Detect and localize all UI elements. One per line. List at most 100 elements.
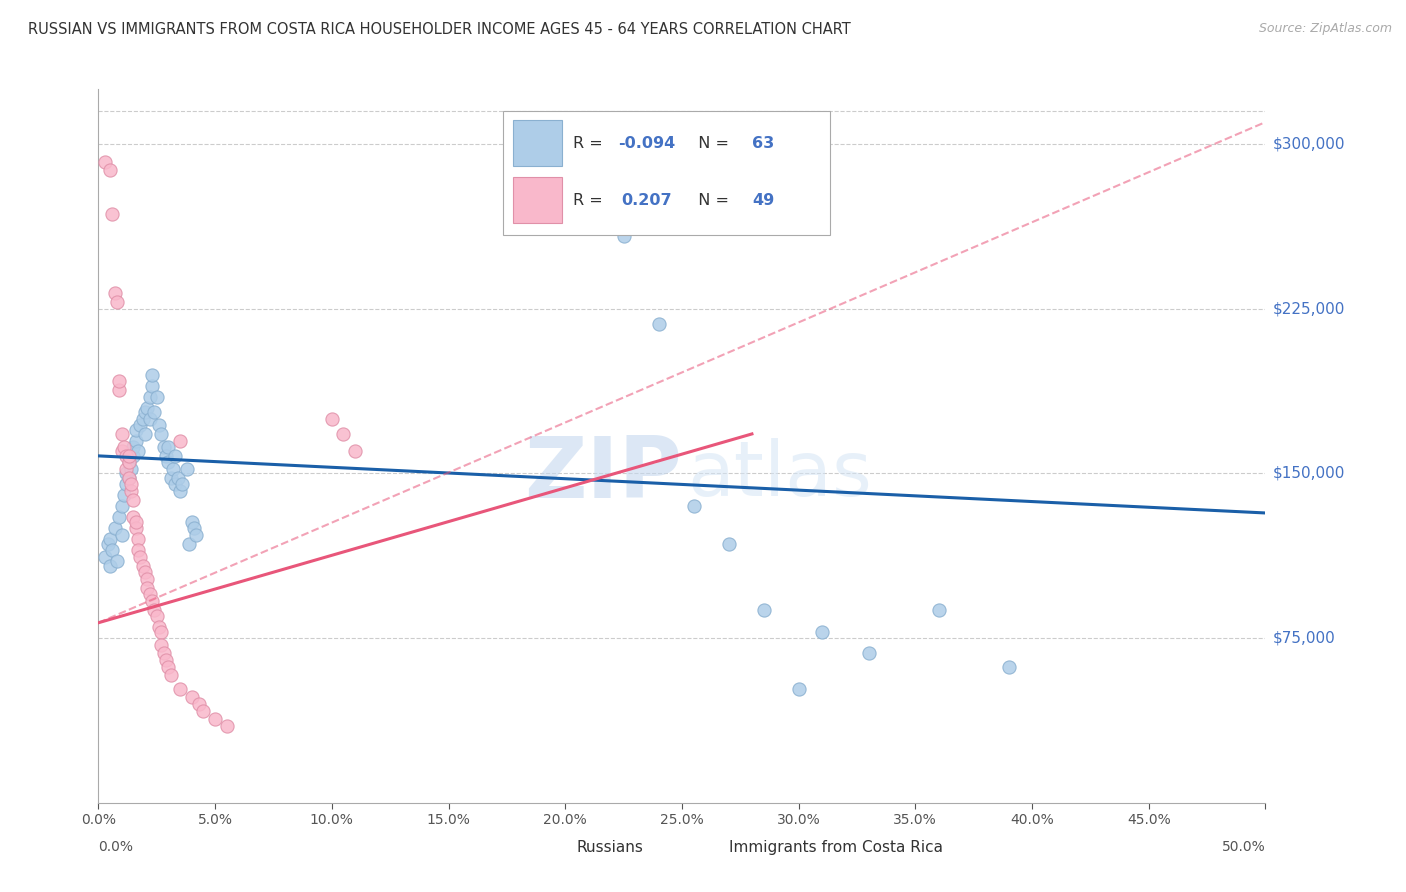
Point [112,488,135,502]
Point [111,528,134,542]
Text: R =: R = [574,136,609,151]
Point [132,411,155,425]
FancyBboxPatch shape [513,177,562,223]
Point [150,624,173,639]
Text: 0.0%: 0.0% [98,840,134,854]
Point [858,647,880,661]
Point [115,449,138,463]
Point [155,653,177,667]
Text: N =: N = [688,136,734,151]
Point [111,426,134,441]
Point [150,638,173,652]
Point [752,602,775,616]
Point [115,462,138,476]
Point [127,533,149,547]
Text: ZIP: ZIP [524,433,682,516]
Point [204,712,226,726]
Point [143,405,166,419]
Text: $150,000: $150,000 [1272,466,1344,481]
Point [152,647,174,661]
Point [98,533,121,547]
Point [180,690,202,705]
Point [159,668,181,682]
Point [166,471,188,485]
Point [101,543,124,558]
Text: $225,000: $225,000 [1272,301,1344,317]
Point [150,426,173,441]
Point [600,207,623,221]
Point [118,455,141,469]
Point [152,440,174,454]
Point [112,440,135,454]
Point [108,383,131,397]
Point [127,444,149,458]
Point [165,449,187,463]
Point [321,411,343,425]
Point [148,620,170,634]
Point [118,449,141,463]
Point [120,483,142,498]
Point [115,477,138,491]
Point [118,471,141,485]
Point [122,440,145,454]
Point [647,317,669,331]
Text: N =: N = [688,193,734,208]
Text: Russians: Russians [576,839,644,855]
Point [111,500,134,514]
Point [169,483,191,498]
Text: 0.207: 0.207 [621,193,672,208]
Point [997,659,1019,673]
Point [332,426,354,441]
Point [94,549,117,564]
Point [682,500,704,514]
Point [169,681,191,696]
Point [162,462,184,476]
Point [139,587,162,601]
Point [134,426,156,441]
FancyBboxPatch shape [524,830,568,863]
Point [612,229,634,244]
Point [98,163,121,178]
Point [104,521,127,535]
Text: $75,000: $75,000 [1272,631,1336,646]
Point [165,477,187,491]
Point [811,624,834,639]
Point [624,207,647,221]
Point [143,602,166,616]
Point [104,286,127,301]
Point [193,704,215,718]
FancyBboxPatch shape [503,111,830,235]
Point [141,368,163,382]
Point [344,444,367,458]
Text: 50.0%: 50.0% [1222,840,1265,854]
Point [139,390,162,404]
Point [159,471,181,485]
Point [134,566,156,580]
Point [155,449,177,463]
Point [172,477,194,491]
Point [136,581,159,595]
Text: 63: 63 [752,136,775,151]
Point [129,418,152,433]
Point [101,207,124,221]
Point [132,558,155,573]
FancyBboxPatch shape [513,120,562,166]
Point [148,418,170,433]
Point [157,440,180,454]
Point [98,558,121,573]
Point [129,549,152,564]
Point [157,455,180,469]
Point [169,434,191,448]
Point [108,510,131,524]
Point [180,515,202,529]
Text: R =: R = [574,193,613,208]
Point [157,659,180,673]
Point [928,602,950,616]
Text: $300,000: $300,000 [1272,136,1346,152]
Point [122,449,145,463]
Point [111,444,134,458]
Point [215,719,238,733]
Point [125,515,148,529]
FancyBboxPatch shape [676,830,720,863]
Point [141,378,163,392]
